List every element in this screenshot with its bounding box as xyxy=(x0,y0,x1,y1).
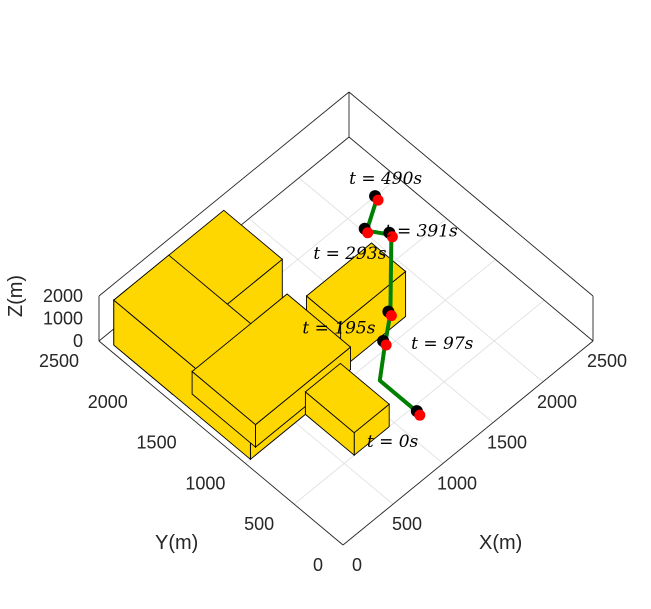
x-axis-label: X(m) xyxy=(479,532,522,554)
marker-label: t = 391s xyxy=(385,222,458,242)
z-tick-label: 0 xyxy=(73,331,83,351)
building xyxy=(304,362,390,457)
time-marker: t = 97s xyxy=(377,334,474,354)
buildings xyxy=(113,209,407,461)
x-tick-label: 0 xyxy=(352,555,362,575)
y-tick-label: 1000 xyxy=(185,473,225,493)
y-tick-label: 2500 xyxy=(39,351,79,371)
marker-label: t = 0s xyxy=(367,432,419,452)
marker-label: t = 490s xyxy=(349,169,422,189)
x-tick-label: 2000 xyxy=(537,392,577,412)
marker-dot xyxy=(414,409,426,421)
axis-edge xyxy=(348,136,594,342)
x-tick-label: 1500 xyxy=(487,433,527,453)
axis-edge xyxy=(98,340,344,546)
tick-labels: 0500100015002000250005001000150020002500… xyxy=(39,286,627,575)
z-tick-label: 2000 xyxy=(43,286,83,306)
time-marker: t = 391s xyxy=(358,222,458,242)
building-top xyxy=(191,293,352,426)
grid-line-x xyxy=(298,177,544,383)
building-top xyxy=(305,242,407,326)
y-tick-label: 1500 xyxy=(137,433,177,453)
axis-edge xyxy=(98,91,350,297)
axis-edge xyxy=(342,340,594,546)
building-top xyxy=(304,362,390,434)
x-tick-label: 2500 xyxy=(587,351,627,371)
x-tick-label: 1000 xyxy=(437,473,477,493)
marker-dot xyxy=(362,227,374,239)
marker-label: t = 293s xyxy=(313,244,386,264)
time-marker: t = 490s xyxy=(349,169,422,206)
marker-dot xyxy=(380,339,392,351)
axis-edge xyxy=(348,91,594,297)
time-marker: t = 195s xyxy=(302,305,397,339)
x-tick-label: 500 xyxy=(392,514,422,534)
grid-line-y xyxy=(293,299,545,505)
time-marker: t = 0s xyxy=(367,405,426,452)
marker-label: t = 195s xyxy=(302,319,375,339)
marker-dot xyxy=(386,231,398,243)
time-marker: t = 293s xyxy=(313,226,398,264)
marker-dot xyxy=(372,194,384,206)
z-axis-label: Z(m) xyxy=(5,275,27,317)
y-tick-label: 2000 xyxy=(88,392,128,412)
marker-label: t = 97s xyxy=(411,334,474,354)
y-axis-label: Y(m) xyxy=(155,532,198,554)
building xyxy=(191,293,352,449)
z-tick-label: 1000 xyxy=(43,309,83,329)
marker-dot xyxy=(385,310,397,322)
y-tick-label: 0 xyxy=(313,555,323,575)
y-tick-label: 500 xyxy=(244,514,274,534)
